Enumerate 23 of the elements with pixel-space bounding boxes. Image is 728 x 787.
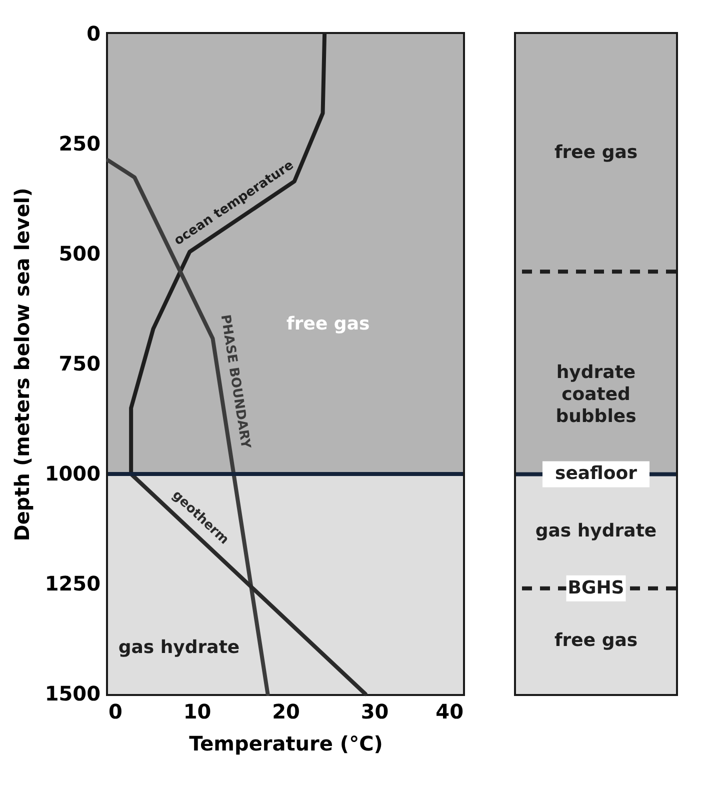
y-tick-label: 500 [58, 242, 100, 266]
x-axis-title: Temperature (°C) [189, 732, 383, 756]
x-tick-label: 20 [272, 700, 300, 724]
x-tick-label: 40 [436, 700, 464, 724]
text: free gas [554, 630, 638, 652]
y-tick-label: 0 [86, 22, 100, 46]
annotation: free gas [286, 313, 370, 334]
text: hydrate coated bubbles [556, 362, 636, 427]
text: BGHS [568, 577, 624, 598]
text: seafloor [554, 463, 638, 484]
x-tick-label: 10 [183, 700, 212, 724]
y-tick-label: 1500 [44, 682, 100, 706]
y-tick-label: 1000 [44, 462, 100, 486]
y-tick-label: 250 [58, 132, 100, 156]
text: free gas [554, 142, 638, 163]
x-tick-label: 30 [360, 700, 389, 724]
x-tick-label: 0 [108, 700, 122, 724]
y-tick-label: 1250 [44, 572, 100, 596]
text: PHASE BOUNDARY [217, 314, 253, 450]
y-axis-title: Depth (meters below sea level) [10, 188, 34, 542]
y-tick-label: 750 [58, 352, 100, 376]
text: gas hydrate [535, 520, 657, 542]
annotation: gas hydrate [118, 636, 240, 658]
